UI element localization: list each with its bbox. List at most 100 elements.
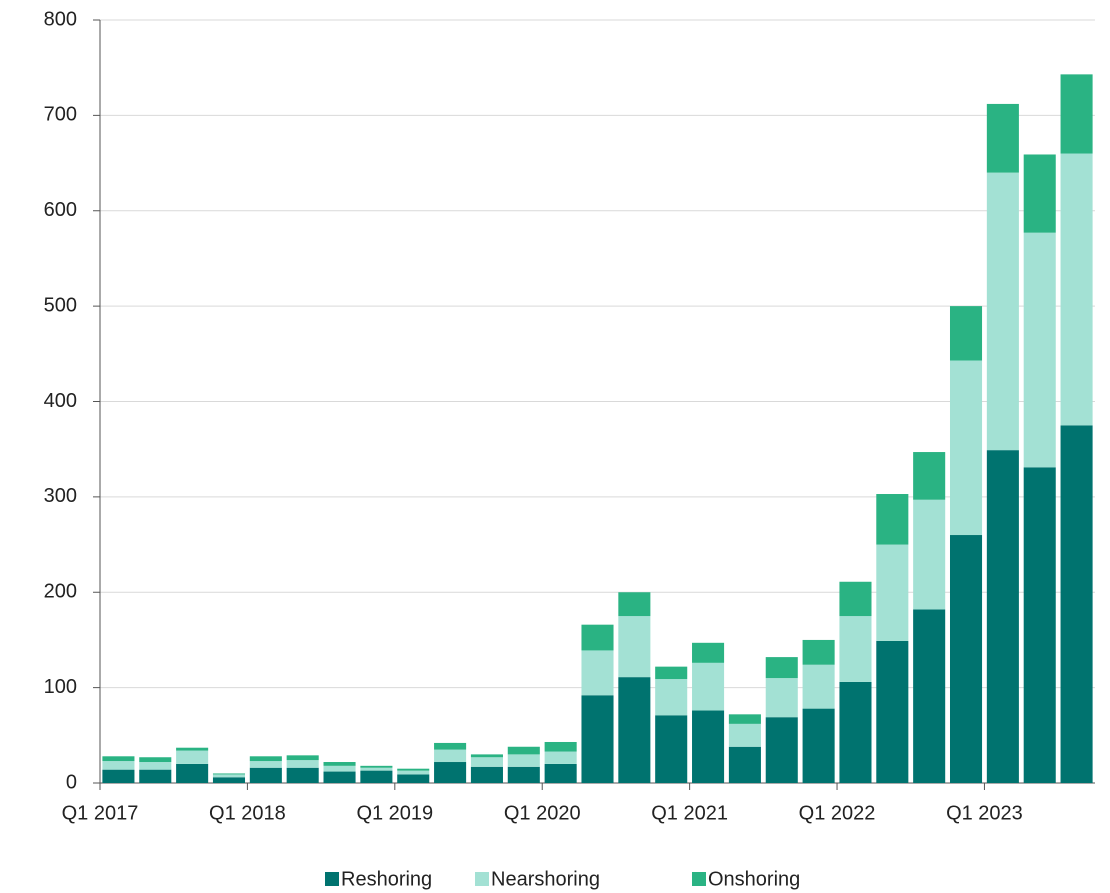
bar-segment <box>434 749 467 763</box>
bar-segment <box>397 770 430 775</box>
bar-segment <box>839 581 872 617</box>
bar-segment <box>618 677 651 783</box>
bar-segment <box>618 616 651 678</box>
bar-segment <box>692 662 725 711</box>
bar-segment <box>876 494 909 545</box>
legend-label: Onshoring <box>708 868 800 890</box>
bar-segment <box>544 741 577 752</box>
y-tick-label: 100 <box>44 676 77 698</box>
bar-segment <box>544 763 577 783</box>
legend-label: Reshoring <box>341 868 432 890</box>
bar-segment <box>323 762 356 766</box>
bar-segment <box>249 761 282 768</box>
bar-segment <box>802 639 835 665</box>
x-tick-label: Q1 2021 <box>651 802 728 824</box>
bar-segment <box>1060 74 1093 154</box>
bar-segment <box>581 650 614 696</box>
bar-segment <box>360 770 393 783</box>
bar-segment <box>507 746 540 755</box>
bar-segment <box>986 172 1019 451</box>
bar-segment <box>986 103 1019 173</box>
bar-segment <box>286 760 319 768</box>
bar-segment <box>728 714 761 724</box>
bar-segment <box>1023 467 1056 783</box>
x-tick-label: Q1 2017 <box>62 802 139 824</box>
bar-segment <box>360 765 393 768</box>
bar-segment <box>102 769 135 783</box>
bar-segment <box>102 756 135 762</box>
bar-segment <box>581 695 614 783</box>
x-tick-label: Q1 2019 <box>356 802 433 824</box>
bar-segment <box>802 664 835 709</box>
legend-swatch <box>325 872 339 886</box>
bar-segment <box>655 715 688 783</box>
bar-segment <box>286 755 319 761</box>
bar-segment <box>544 751 577 764</box>
bar-segment <box>507 754 540 767</box>
bar-segment <box>618 592 651 617</box>
bar-segment <box>839 681 872 783</box>
x-tick-label: Q1 2020 <box>504 802 581 824</box>
y-tick-label: 0 <box>66 771 77 793</box>
bar-segment <box>1060 153 1093 426</box>
x-tick-label: Q1 2018 <box>209 802 286 824</box>
x-tick-label: Q1 2022 <box>799 802 876 824</box>
bar-segment <box>323 765 356 772</box>
bar-segment <box>434 762 467 783</box>
bar-segment <box>1023 154 1056 233</box>
bar-segment <box>139 757 172 763</box>
bar-segment <box>913 609 946 783</box>
bar-segment <box>765 657 798 679</box>
bar-segment <box>470 766 503 783</box>
legend-label: Nearshoring <box>491 868 600 890</box>
bar-segment <box>470 754 503 758</box>
bar-segment <box>1060 425 1093 783</box>
bar-segment <box>692 642 725 663</box>
bar-segment <box>1023 232 1056 468</box>
y-tick-label: 400 <box>44 390 77 412</box>
y-tick-label: 300 <box>44 485 77 507</box>
bar-segment <box>323 771 356 783</box>
bar-segment <box>728 723 761 747</box>
bar-segment <box>949 306 983 361</box>
bar-segment <box>876 640 909 783</box>
bar-segment <box>655 679 688 716</box>
bar-segment <box>212 773 246 775</box>
bar-segment <box>692 710 725 783</box>
bar-segment <box>176 747 209 751</box>
y-tick-label: 500 <box>44 294 77 316</box>
bar-segment <box>765 717 798 783</box>
bar-segment <box>949 360 983 536</box>
y-tick-label: 800 <box>44 8 77 30</box>
bar-segment <box>802 708 835 783</box>
bar-segment <box>176 763 209 783</box>
bar-segment <box>581 624 614 651</box>
bar-segment <box>949 535 983 783</box>
bar-segment <box>397 774 430 783</box>
bar-segment <box>876 544 909 641</box>
bar-segment <box>139 762 172 770</box>
bar-segment <box>913 452 946 500</box>
bar-segment <box>212 777 246 783</box>
bar-segment <box>728 746 761 783</box>
bar-segment <box>655 666 688 680</box>
bar-segment <box>139 769 172 783</box>
bar-segment <box>212 774 246 778</box>
legend-swatch <box>692 872 706 886</box>
bar-segment <box>839 616 872 682</box>
legend-swatch <box>475 872 489 886</box>
bar-segment <box>286 767 319 783</box>
bar-segment <box>360 767 393 771</box>
y-tick-label: 600 <box>44 199 77 221</box>
bar-segment <box>434 742 467 750</box>
bar-segment <box>249 767 282 783</box>
bar-segment <box>913 499 946 610</box>
bar-segment <box>397 768 430 771</box>
y-tick-label: 200 <box>44 581 77 603</box>
bar-segment <box>102 761 135 770</box>
bar-segment <box>176 750 209 764</box>
bar-segment <box>470 757 503 767</box>
bar-segment <box>986 450 1019 783</box>
bar-segment <box>249 756 282 762</box>
